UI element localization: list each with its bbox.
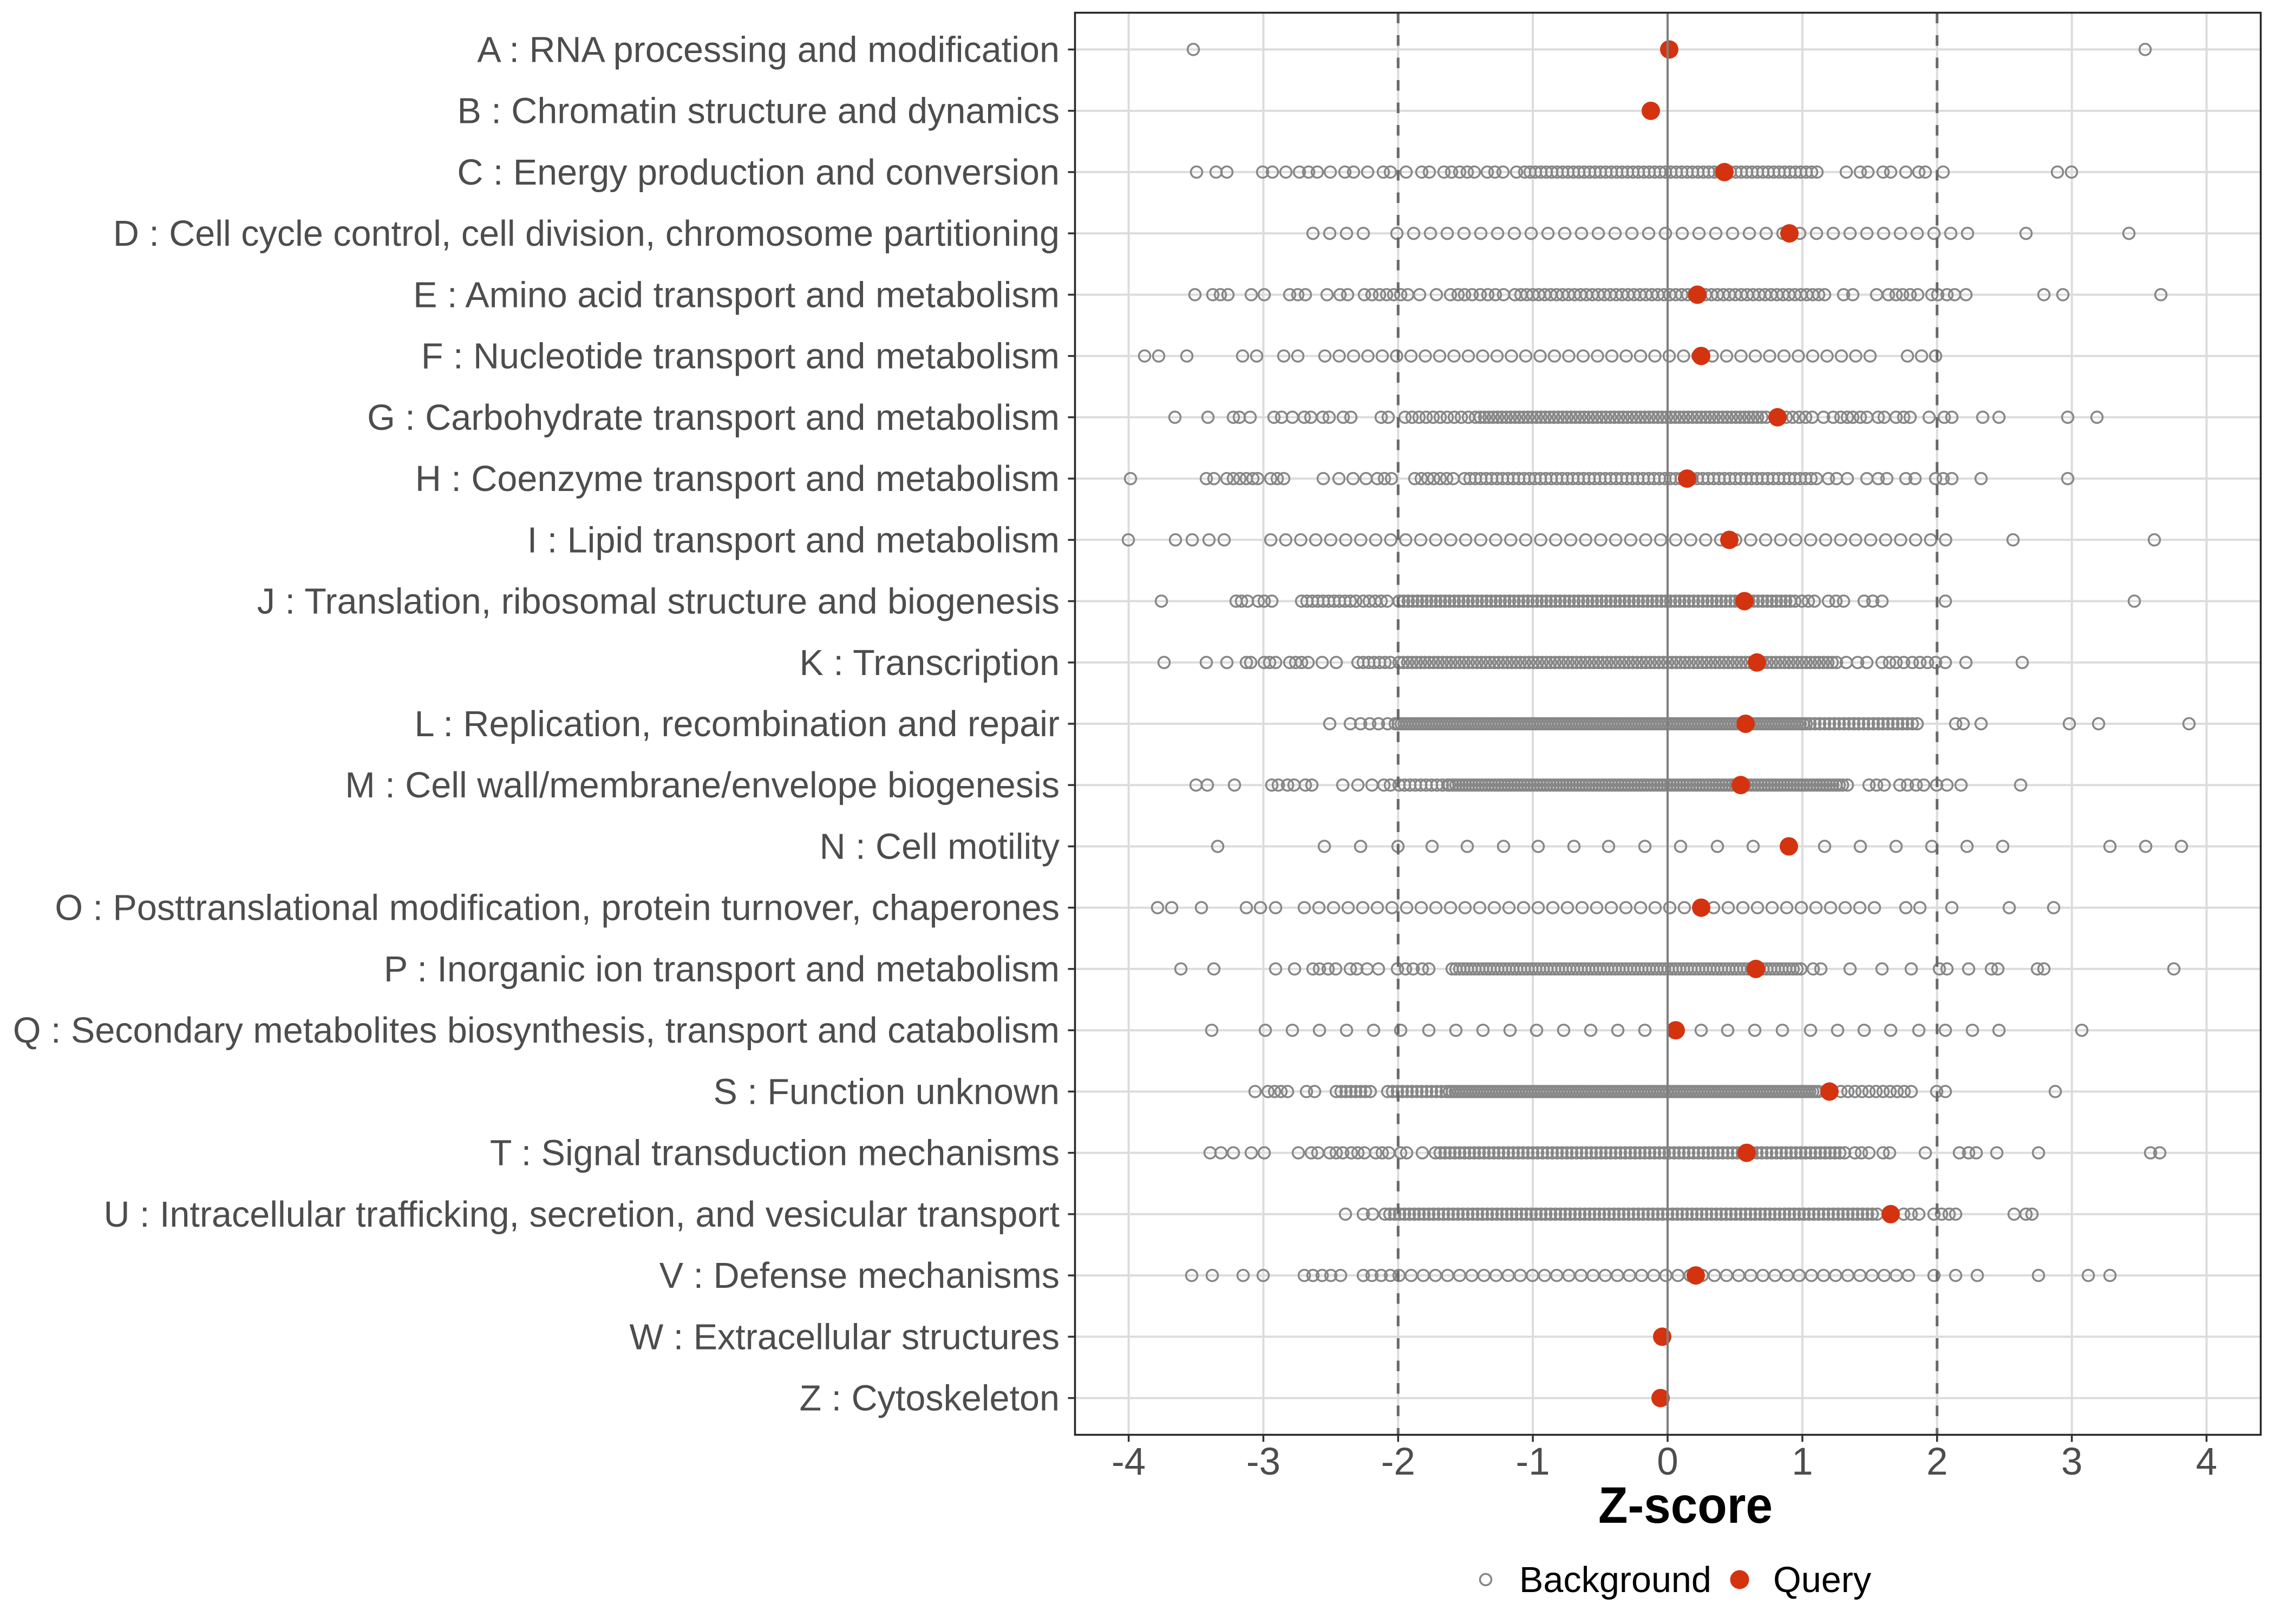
- svg-text:C : Energy production and conv: C : Energy production and conversion: [457, 153, 1060, 193]
- svg-text:1: 1: [1792, 1440, 1813, 1483]
- svg-text:0: 0: [1657, 1440, 1678, 1483]
- svg-text:E : Amino acid transport and m: E : Amino acid transport and metabolism: [413, 275, 1060, 315]
- svg-text:W : Extracellular structures: W : Extracellular structures: [630, 1317, 1060, 1357]
- svg-text:N : Cell motility: N : Cell motility: [820, 827, 1060, 867]
- svg-text:-2: -2: [1381, 1440, 1415, 1483]
- svg-text:M : Cell wall/membrane/envelop: M : Cell wall/membrane/envelope biogenes…: [345, 765, 1060, 806]
- svg-text:L : Replication, recombination: L : Replication, recombination and repai…: [414, 704, 1060, 744]
- svg-text:Background: Background: [1519, 1560, 1711, 1600]
- svg-text:Q : Secondary metabolites bios: Q : Secondary metabolites biosynthesis, …: [13, 1011, 1060, 1051]
- svg-text:3: 3: [2061, 1440, 2083, 1483]
- svg-text:Z-score: Z-score: [1598, 1477, 1773, 1534]
- svg-text:2: 2: [1926, 1440, 1948, 1483]
- svg-text:-4: -4: [1112, 1440, 1146, 1483]
- svg-text:A : RNA processing and modific: A : RNA processing and modification: [477, 30, 1060, 70]
- svg-text:-1: -1: [1516, 1440, 1550, 1483]
- svg-text:G : Carbohydrate transport and: G : Carbohydrate transport and metabolis…: [367, 398, 1060, 438]
- svg-text:F : Nucleotide transport and m: F : Nucleotide transport and metabolism: [421, 337, 1060, 377]
- svg-text:S : Function unknown: S : Function unknown: [713, 1072, 1060, 1112]
- svg-text:Z : Cytoskeleton: Z : Cytoskeleton: [800, 1379, 1060, 1419]
- svg-text:T : Signal transduction mechan: T : Signal transduction mechanisms: [490, 1134, 1060, 1174]
- svg-text:B : Chromatin structure and dy: B : Chromatin structure and dynamics: [458, 91, 1060, 132]
- svg-text:I : Lipid transport and metabo: I : Lipid transport and metabolism: [527, 520, 1060, 560]
- svg-text:-3: -3: [1246, 1440, 1280, 1483]
- svg-text:U : Intracellular trafficking,: U : Intracellular trafficking, secretion…: [104, 1195, 1060, 1235]
- svg-text:H : Coenzyme transport and met: H : Coenzyme transport and metabolism: [415, 459, 1060, 499]
- svg-text:K : Transcription: K : Transcription: [800, 643, 1060, 683]
- svg-text:V : Defense mechanisms: V : Defense mechanisms: [659, 1256, 1060, 1296]
- svg-text:O : Posttranslational modifica: O : Posttranslational modification, prot…: [55, 888, 1060, 928]
- svg-text:J : Translation, ribosomal str: J : Translation, ribosomal structure and…: [257, 582, 1060, 622]
- svg-text:D : Cell cycle control, cell d: D : Cell cycle control, cell division, c…: [113, 214, 1060, 254]
- svg-text:Query: Query: [1773, 1560, 1872, 1600]
- svg-text:P : Inorganic ion transport an: P : Inorganic ion transport and metaboli…: [384, 949, 1060, 990]
- svg-text:4: 4: [2196, 1440, 2218, 1483]
